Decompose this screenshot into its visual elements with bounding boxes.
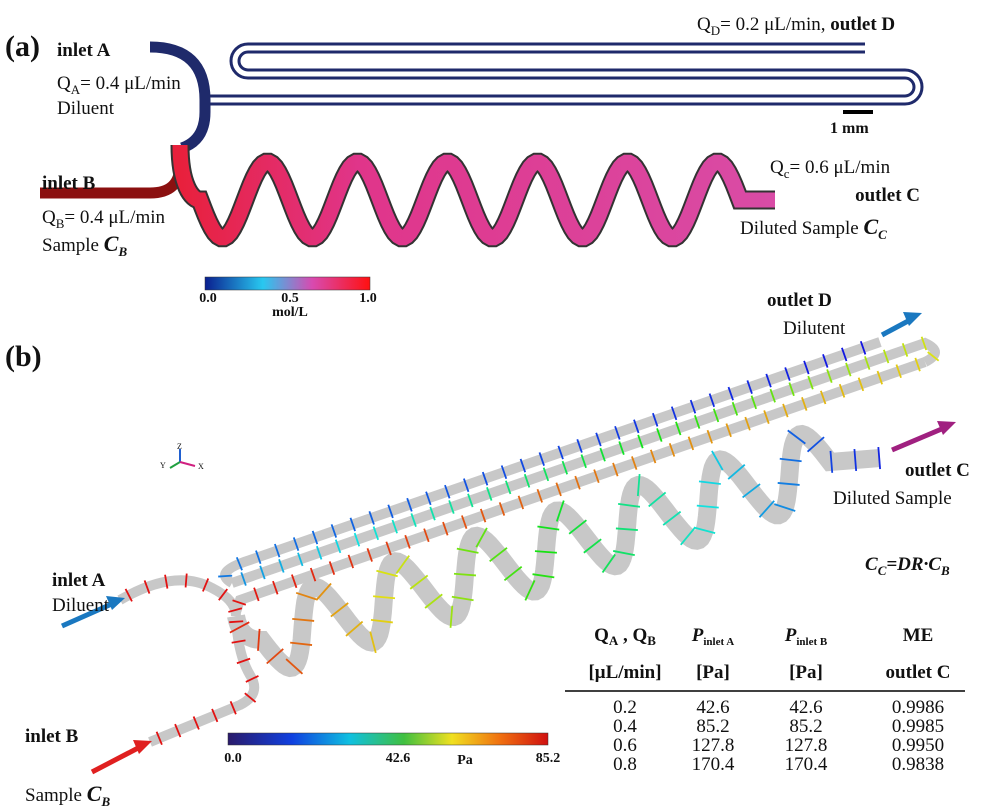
table-cell: 0.4 (613, 716, 637, 737)
inlet-label: inlet B (42, 173, 96, 194)
table-header: ME (903, 625, 934, 646)
fluid-label: Diluent (57, 98, 115, 119)
flow-rate: QD= 0.2 μL/min, outlet D (697, 14, 895, 38)
inlet-label: inlet B (25, 726, 79, 747)
axis-triad (170, 449, 195, 468)
fluid-label: Diluted Sample CC (740, 214, 887, 242)
outlet-label: outlet C (905, 460, 970, 481)
colorbar-unit: mol/L (272, 305, 308, 320)
table-header: [Pa] (696, 662, 730, 683)
arrow-inlet-b (92, 747, 140, 772)
table-cell: 0.2 (613, 697, 637, 718)
colorbar-b (228, 733, 548, 745)
fluid-label: Sample CB (42, 231, 127, 259)
equation: CC=DR·CB (865, 554, 950, 578)
table-cell: 170.4 (692, 754, 735, 775)
channel (120, 580, 236, 616)
table-cell: 170.4 (785, 754, 828, 775)
table-cell: 85.2 (696, 716, 729, 737)
table-cell: 0.6 (613, 735, 637, 756)
table: QA , QB Pinlet A Pinlet B ME [μL/min] [Pa… (565, 625, 965, 775)
outlet-label: outlet C (855, 185, 920, 206)
colorbar-tick: 0.0 (199, 291, 217, 306)
axis-label: Z (177, 442, 182, 451)
colorbar-tick: 42.6 (386, 751, 411, 766)
table-cell: 85.2 (789, 716, 822, 737)
colorbar-tick: 85.2 (536, 751, 561, 766)
table-cell: 0.9986 (892, 697, 944, 718)
table-cell: 127.8 (692, 735, 735, 756)
table-header: Pinlet A (691, 625, 735, 648)
figure: (a) inlet A QA= 0.4 μL/min Diluent inlet… (0, 0, 985, 809)
arrow-outlet-c (892, 428, 944, 450)
flow-rate: QB= 0.4 μL/min (42, 207, 166, 231)
panel-label: (a) (5, 30, 40, 63)
flow-rate: QA= 0.4 μL/min (57, 73, 181, 97)
table-cell: 0.9950 (892, 735, 944, 756)
fluid-label: Diluted Sample (833, 488, 952, 509)
colorbar-unit: Pa (457, 753, 473, 768)
table-header: Pinlet B (784, 625, 828, 648)
axis-label: Y (160, 461, 166, 470)
pressure-tick (229, 621, 243, 622)
table-cell: 42.6 (789, 697, 822, 718)
flow-rate: Qc= 0.6 μL/min (770, 157, 891, 181)
scale-label: 1 mm (830, 120, 869, 137)
table-cell: 0.9985 (892, 716, 944, 737)
inlet-label: inlet A (57, 40, 111, 61)
colorbar-a (205, 277, 370, 290)
table-cell: 0.8 (613, 754, 637, 775)
channel (236, 362, 925, 612)
outlet-d-channel-inner (205, 48, 918, 100)
fluid-label: Sample CB (25, 781, 110, 809)
arrow-outlet-d (882, 320, 910, 335)
fluid-label: Diluent (52, 595, 110, 616)
inlet-a-channel (150, 47, 205, 148)
fluid-label: Dilutent (783, 318, 846, 339)
table-header: [Pa] (789, 662, 823, 683)
table-cell: 0.9838 (892, 754, 944, 775)
pressure-tick (218, 576, 232, 577)
colorbar-tick: 0.5 (281, 291, 299, 306)
outlet-label: outlet D (767, 290, 832, 311)
table-cell: 127.8 (785, 735, 828, 756)
axis-label: X (198, 462, 204, 471)
serpentine-channel-fill (180, 145, 775, 238)
table-cell: 42.6 (696, 697, 729, 718)
colorbar-tick: 1.0 (359, 291, 377, 306)
colorbar-tick: 0.0 (224, 751, 242, 766)
table-header: QA , QB (594, 625, 656, 648)
table-header: outlet C (886, 662, 951, 683)
pressure-tick (186, 574, 187, 588)
panel-label: (b) (5, 340, 42, 373)
inlet-label: inlet A (52, 570, 106, 591)
table-header: [μL/min] (588, 662, 661, 683)
